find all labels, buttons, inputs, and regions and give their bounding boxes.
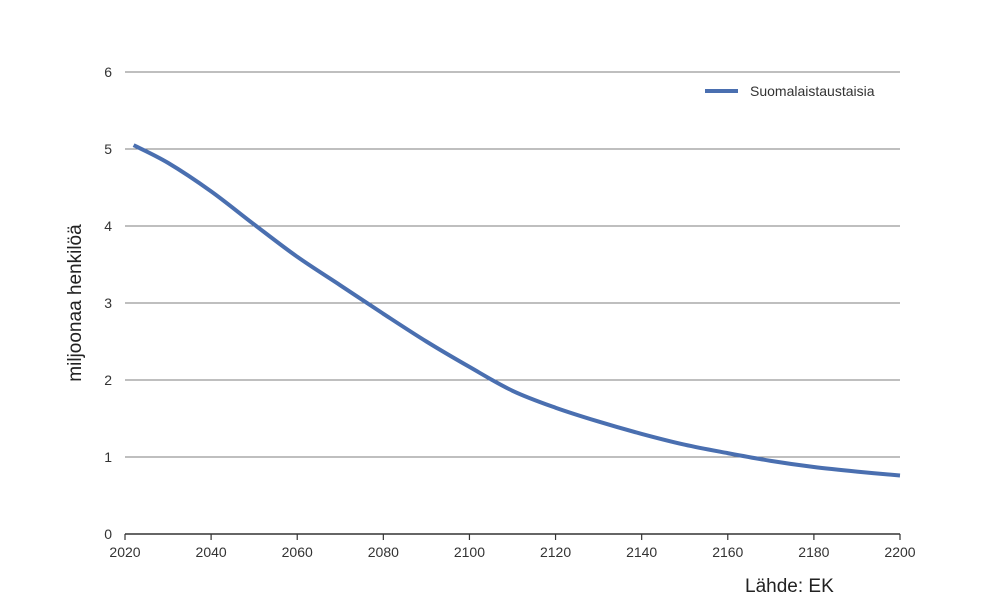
x-tick-label: 2060	[282, 544, 313, 560]
y-tick-label: 3	[104, 295, 112, 311]
x-tick-label: 2200	[884, 544, 915, 560]
x-axis: 2020 2040 2060 2080 2100 2120 2140 2160 2180 2200	[109, 533, 916, 560]
y-tick-label: 1	[104, 449, 112, 465]
x-tick-label: 2180	[798, 544, 829, 560]
y-tick-label: 4	[104, 218, 112, 234]
series-line	[132, 143, 901, 478]
y-tick-label: 0	[104, 526, 112, 542]
x-tick-label: 2100	[454, 544, 485, 560]
x-tick-label: 2140	[626, 544, 657, 560]
legend-label: Suomalaistaustaisia	[750, 83, 875, 99]
x-tick-label: 2020	[109, 544, 140, 560]
x-tick-label: 2040	[196, 544, 227, 560]
x-tick-label: 2080	[368, 544, 399, 560]
y-tick-label: 5	[104, 141, 112, 157]
y-tick-label: 2	[104, 372, 112, 388]
y-axis: 0 1 2 3 4 5 6	[104, 64, 112, 542]
source-note: Lähde: EK	[745, 576, 834, 597]
gridlines	[125, 71, 900, 458]
x-tick-label: 2120	[540, 544, 571, 560]
series-layer	[132, 143, 901, 478]
y-axis-label: miljoonaa henkilöä	[65, 224, 86, 382]
y-tick-label: 6	[104, 64, 112, 80]
legend: Suomalaistaustaisia	[705, 83, 875, 99]
x-tick-label: 2160	[712, 544, 743, 560]
